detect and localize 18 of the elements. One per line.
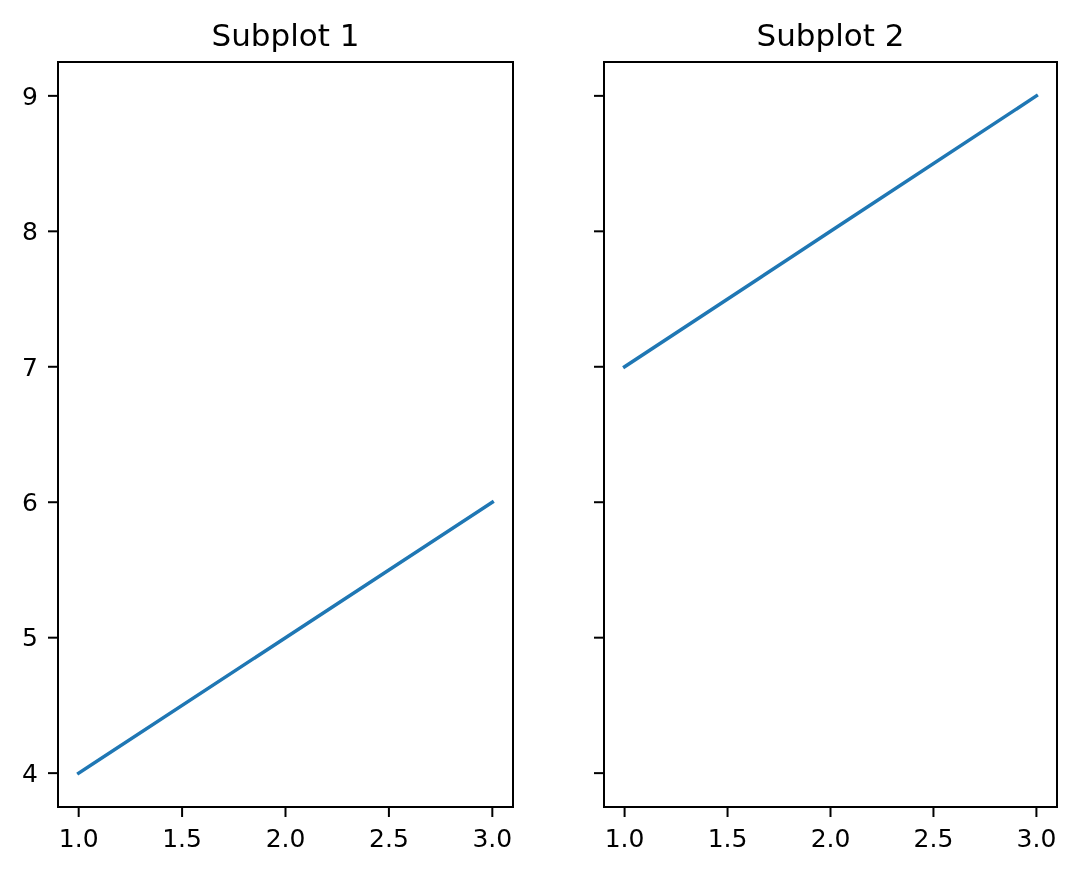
chart-title: Subplot 1 bbox=[211, 17, 360, 53]
chart-title: Subplot 2 bbox=[756, 17, 905, 53]
x-tick-label: 1.0 bbox=[58, 824, 99, 853]
y-tick-label: 8 bbox=[22, 217, 38, 247]
x-tick-label: 2.0 bbox=[265, 824, 306, 853]
x-tick-label: 2.0 bbox=[810, 824, 851, 853]
x-tick-label: 1.0 bbox=[604, 824, 645, 853]
x-tick-label: 2.5 bbox=[913, 824, 954, 853]
y-tick-label: 4 bbox=[22, 758, 38, 788]
y-tick-label: 6 bbox=[22, 487, 38, 517]
y-tick-label: 9 bbox=[22, 81, 38, 111]
x-tick-label: 1.5 bbox=[707, 824, 748, 853]
x-tick-label: 3.0 bbox=[472, 824, 513, 853]
x-tick-label: 3.0 bbox=[1016, 824, 1057, 853]
x-tick-label: 2.5 bbox=[369, 824, 409, 853]
x-tick-label: 1.5 bbox=[162, 824, 202, 853]
y-tick-label: 5 bbox=[22, 623, 38, 653]
y-tick-label: 7 bbox=[22, 352, 38, 382]
